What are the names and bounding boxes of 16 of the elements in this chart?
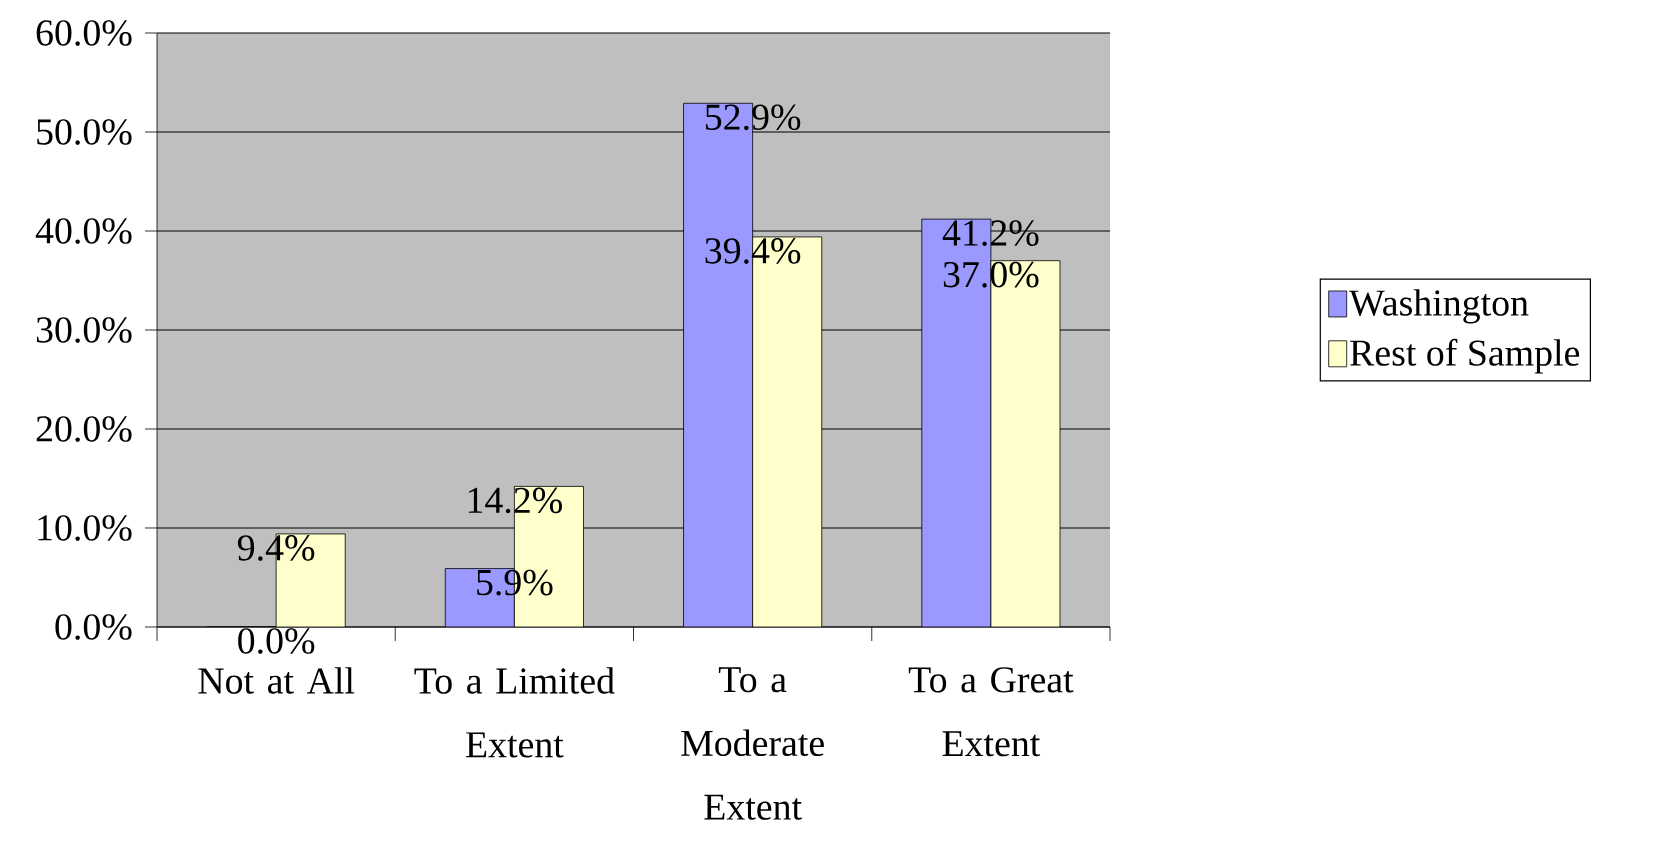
legend-label: Rest of Sample [1350,338,1580,374]
y-tick-label: 10.0% [38,515,132,541]
data-label: 0.0% [238,628,315,654]
y-tick-label: 0.0% [55,614,132,640]
x-tick-label: To a Moderate Extent [681,667,824,820]
y-tick-label: 50.0% [37,119,132,145]
x-tick-label: Not at All [198,667,355,694]
data-label: 9.4% [237,535,315,561]
y-tick-label: 60.0% [36,20,132,46]
y-tick-label: 30.0% [36,317,132,343]
data-label: 41.2% [942,220,1039,246]
legend-label: Washington [1349,289,1529,324]
x-tick-label: To a Limited Extent [414,667,615,758]
y-tick-label: 20.0% [36,416,132,442]
x-tick-label: To a Great Extent [908,667,1074,757]
y-tick-label: 40.0% [35,218,132,244]
